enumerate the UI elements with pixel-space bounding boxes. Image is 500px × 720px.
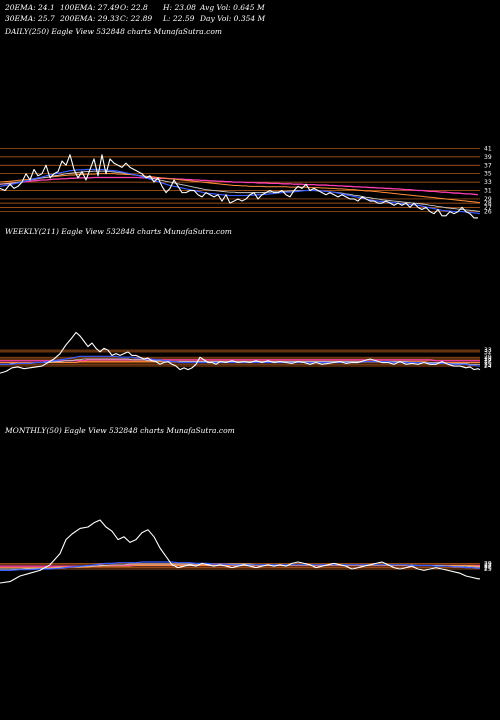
high-stat: H: 23.08	[163, 3, 196, 12]
monthly-ema20-line	[0, 561, 480, 572]
monthly-tick-label: 29	[484, 560, 492, 567]
monthly-price-line	[0, 519, 480, 584]
monthly-tick-label: 26	[484, 565, 492, 572]
monthly-tick-label: 28	[484, 562, 492, 569]
monthly-tick-label: 27	[484, 563, 492, 570]
weekly-price-line	[0, 331, 481, 374]
ema100-stat: 100EMA: 27.49	[60, 3, 120, 12]
weekly-ema30-line	[0, 358, 480, 365]
daily-tick-label: 26	[484, 209, 492, 216]
daily-tick-label: 41	[484, 145, 492, 152]
daily-tick-label: 28	[484, 200, 492, 207]
low-stat: L: 22.59	[163, 14, 195, 23]
weekly-tick-label: 24	[484, 363, 492, 370]
weekly-panel-title: WEEKLY(211) Eagle View 532848 charts Mun…	[5, 227, 232, 236]
weekly-tick-label: 25	[484, 361, 492, 368]
daily-tick-label: 33	[484, 179, 492, 186]
open-stat: O: 22.8	[120, 3, 148, 12]
weekly-tick-label: 26	[484, 360, 492, 367]
avg-vol-stat: Avg Vol: 0.645 M	[200, 3, 265, 12]
daily-ema20-line	[0, 168, 481, 215]
daily-tick-label: 27	[484, 204, 492, 211]
daily-tick-label: 35	[484, 171, 492, 178]
weekly-tick-label: 33	[484, 347, 492, 354]
ema200-stat: 200EMA: 29.33	[60, 14, 120, 23]
daily-ema100-line	[0, 173, 481, 204]
daily-panel-title: DAILY(250) Eagle View 532848 charts Muna…	[5, 27, 222, 36]
day-vol-stat: Day Vol: 0.354 M	[200, 14, 266, 23]
monthly-panel-title: MONTHLY(50) Eagle View 532848 charts Mun…	[5, 426, 235, 435]
ema30-stat: 30EMA: 25.7	[5, 14, 55, 23]
daily-tick-label: 39	[484, 154, 492, 161]
daily-tick-label: 31	[484, 188, 492, 195]
weekly-ema200-line	[0, 359, 480, 362]
daily-ema200-line	[0, 176, 479, 196]
weekly-tick-label: 27	[484, 358, 492, 365]
ema20-stat: 20EMA: 24.1	[5, 3, 55, 12]
close-stat: C: 22.89	[120, 14, 153, 23]
daily-tick-label: 29	[484, 196, 492, 203]
monthly-tick-label: 25	[484, 566, 492, 573]
weekly-tick-label: 28	[484, 356, 492, 363]
daily-tick-label: 37	[484, 162, 492, 169]
weekly-tick-label: 32	[484, 349, 492, 356]
weekly-tick-label: 29	[484, 354, 492, 361]
daily-price-line	[0, 154, 478, 219]
